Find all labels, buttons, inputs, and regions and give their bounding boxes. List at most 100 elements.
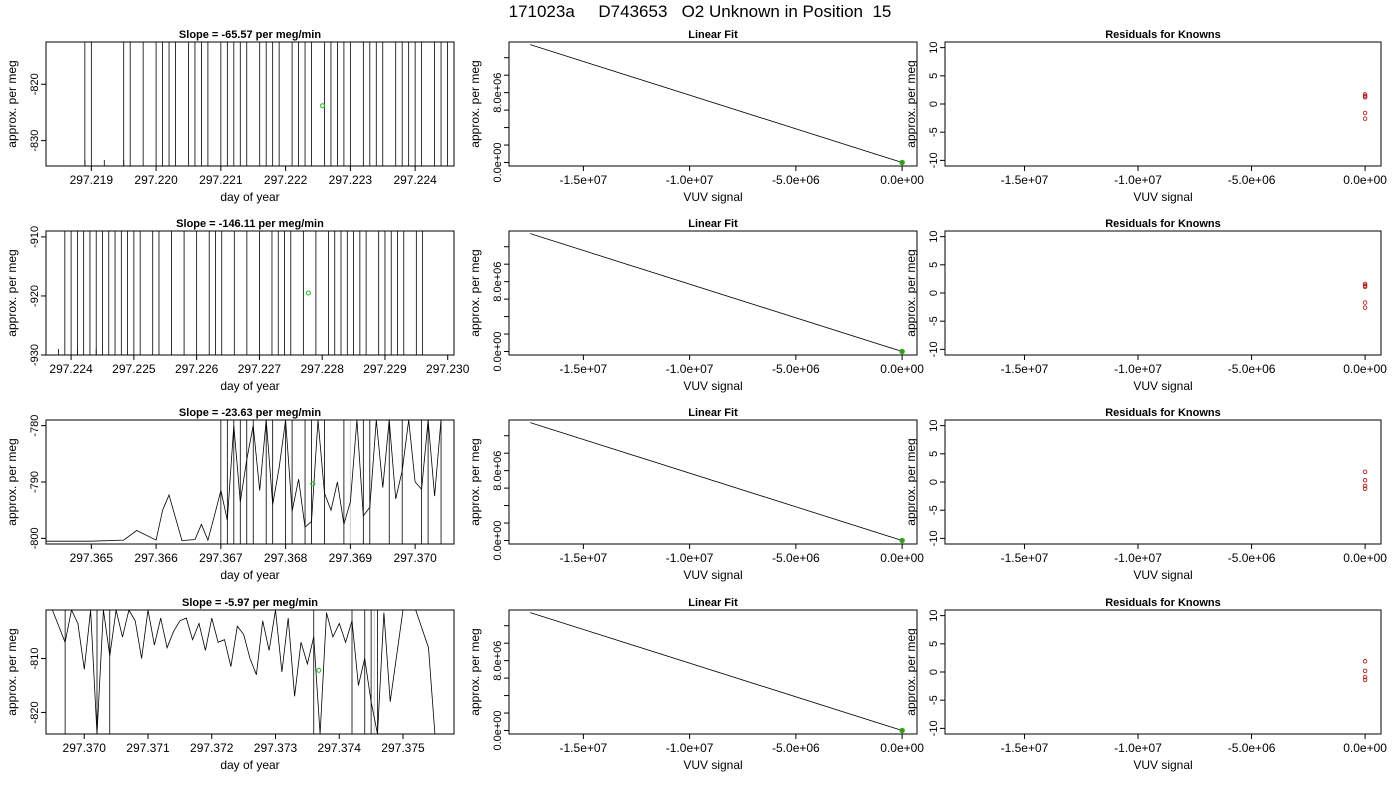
y-tick-label: -820 bbox=[29, 701, 41, 723]
page-title: 171023a D743653 O2 Unknown in Position 1… bbox=[508, 2, 892, 21]
fit-point bbox=[899, 159, 905, 166]
y-tick-label: 10 bbox=[928, 42, 940, 54]
y-tick-label: 0 bbox=[928, 101, 940, 107]
plot-frame bbox=[45, 609, 455, 735]
trace-line bbox=[46, 420, 442, 542]
residual-point bbox=[1362, 284, 1368, 290]
x-tick-label: -1.5e+07 bbox=[1001, 362, 1049, 376]
panel-title: Linear Fit bbox=[688, 597, 738, 609]
x-axis-label: day of year bbox=[220, 379, 279, 393]
y-tick-label: 8.0e+06 bbox=[492, 73, 504, 113]
x-tick-label: 297.224 bbox=[49, 362, 93, 376]
residual-point bbox=[1362, 486, 1368, 492]
x-tick-label: 297.371 bbox=[126, 741, 170, 755]
y-tick-label: -830 bbox=[29, 130, 41, 152]
plot-area bbox=[52, 610, 436, 734]
plot-frame bbox=[508, 41, 918, 167]
panel-title: Linear Fit bbox=[688, 218, 738, 230]
x-axis-label: VUV signal bbox=[683, 568, 742, 582]
plot-frame bbox=[508, 419, 918, 545]
y-tick-label: -5 bbox=[928, 505, 940, 515]
unknown-point bbox=[310, 481, 316, 487]
x-tick-label: -1.0e+07 bbox=[666, 173, 714, 187]
panel-3-1: Slope = -23.63 per meg/min 297.365 297.366… bbox=[5, 407, 455, 582]
x-tick-label: -1.0e+07 bbox=[1114, 173, 1162, 187]
x-axis-label: VUV signal bbox=[683, 758, 742, 772]
fit-line bbox=[530, 422, 903, 541]
x-tick-label: 297.369 bbox=[329, 551, 373, 565]
plot-frame bbox=[45, 41, 455, 167]
panel-2-2: Linear Fit -1.5e+07 -1.0e+07 -5.0e+06 0.0e+0… bbox=[468, 218, 924, 393]
y-tick-label: -10 bbox=[928, 341, 940, 357]
x-tick-label: -5.0e+06 bbox=[1228, 741, 1276, 755]
residual-point bbox=[1362, 659, 1368, 664]
y-axis-label: approx. per meg bbox=[468, 628, 482, 715]
x-tick-label: 297.226 bbox=[175, 362, 219, 376]
y-axis-label: approx. per meg bbox=[904, 628, 918, 715]
plot-area bbox=[530, 612, 905, 734]
x-tick-label: 297.374 bbox=[318, 741, 362, 755]
x-tick-label: 297.372 bbox=[190, 741, 234, 755]
y-tick-label: -780 bbox=[29, 415, 41, 437]
residual-point bbox=[1362, 94, 1368, 100]
x-tick-label: 297.370 bbox=[393, 551, 437, 565]
x-tick-label: -1.0e+07 bbox=[666, 551, 714, 565]
x-tick-label: -5.0e+06 bbox=[1228, 551, 1276, 565]
x-tick-label: 0.0e+00 bbox=[1343, 551, 1387, 565]
x-axis-label: day of year bbox=[220, 568, 279, 582]
y-tick-label: 10 bbox=[928, 231, 940, 243]
x-tick-label: 0.0e+00 bbox=[1343, 741, 1387, 755]
plot-area bbox=[1362, 92, 1368, 121]
x-tick-label: -5.0e+06 bbox=[772, 362, 820, 376]
x-tick-label: -5.0e+06 bbox=[772, 173, 820, 187]
panel-3-2: Linear Fit -1.5e+07 -1.0e+07 -5.0e+06 0.0e+0… bbox=[468, 407, 924, 582]
residual-point bbox=[1362, 116, 1368, 121]
x-tick-label: 297.370 bbox=[63, 741, 107, 755]
plot-area bbox=[1362, 659, 1368, 683]
y-tick-label: 0.0e+00 bbox=[492, 331, 504, 371]
y-tick-label: 5 bbox=[928, 73, 940, 79]
panel-title: Slope = -5.97 per meg/min bbox=[182, 597, 318, 609]
unknown-point bbox=[320, 103, 326, 109]
y-tick-label: -790 bbox=[29, 471, 41, 493]
x-axis-label: day of year bbox=[220, 758, 279, 772]
fit-point bbox=[899, 537, 905, 544]
panel-title: Linear Fit bbox=[688, 407, 738, 419]
panel-title: Residuals for Knowns bbox=[1105, 597, 1221, 609]
y-tick-label: 5 bbox=[928, 262, 940, 268]
fit-point bbox=[899, 348, 905, 355]
x-axis-label: VUV signal bbox=[1133, 568, 1192, 582]
x-tick-label: 297.223 bbox=[329, 173, 373, 187]
x-axis-label: VUV signal bbox=[1133, 379, 1192, 393]
y-tick-label: 0 bbox=[928, 669, 940, 675]
residual-point bbox=[1362, 469, 1368, 475]
y-axis-label: approx. per meg bbox=[468, 438, 482, 525]
panel-title: Slope = -23.63 per meg/min bbox=[179, 407, 321, 419]
x-tick-label: -5.0e+06 bbox=[1228, 173, 1276, 187]
x-tick-label: -1.5e+07 bbox=[560, 362, 608, 376]
residual-point bbox=[1362, 300, 1368, 305]
y-tick-label: -5 bbox=[928, 127, 940, 137]
fit-point bbox=[899, 727, 905, 734]
x-tick-label: 0.0e+00 bbox=[880, 741, 924, 755]
y-tick-label: 5 bbox=[928, 641, 940, 647]
panel-4-2: Linear Fit -1.5e+07 -1.0e+07 -5.0e+06 0.0e+0… bbox=[468, 597, 924, 772]
plot-frame bbox=[508, 609, 918, 735]
x-tick-label: 297.225 bbox=[112, 362, 156, 376]
plot-area bbox=[530, 44, 905, 166]
x-tick-label: -1.0e+07 bbox=[1114, 362, 1162, 376]
x-axis-label: VUV signal bbox=[1133, 190, 1192, 204]
plot-frame bbox=[944, 609, 1382, 735]
plot-area bbox=[1362, 469, 1368, 492]
plot-area bbox=[530, 422, 905, 544]
x-tick-label: -1.5e+07 bbox=[1001, 551, 1049, 565]
x-tick-label: 297.228 bbox=[300, 362, 344, 376]
panel-title: Residuals for Knowns bbox=[1105, 218, 1221, 230]
x-tick-label: -1.5e+07 bbox=[1001, 741, 1049, 755]
x-tick-label: -1.5e+07 bbox=[560, 741, 608, 755]
trace-line bbox=[52, 610, 436, 734]
y-axis-label: approx. per meg bbox=[468, 60, 482, 147]
y-tick-label: -5 bbox=[928, 316, 940, 326]
x-tick-label: 297.367 bbox=[199, 551, 243, 565]
x-tick-label: -1.0e+07 bbox=[1114, 551, 1162, 565]
